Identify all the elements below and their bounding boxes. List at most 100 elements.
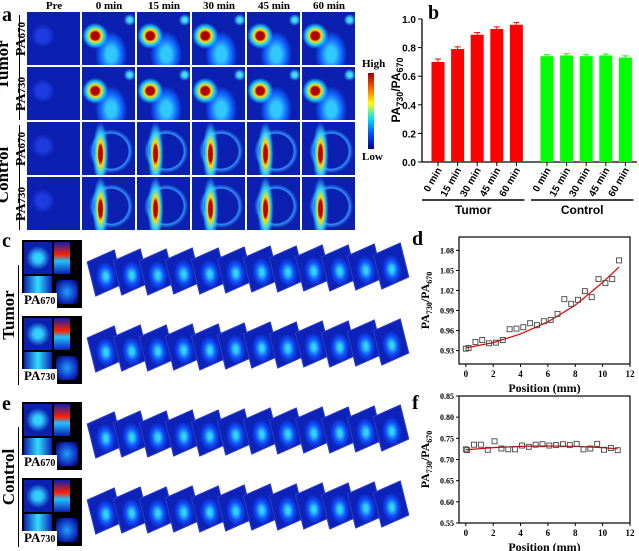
x-tick-label: 12 [626,369,636,379]
pa-image [302,12,355,65]
channel-label: PA730 [22,530,58,547]
panel-label-e: e [2,393,11,415]
x-axis-label: Position (mm) [508,381,580,395]
orthogonal-view [24,480,52,512]
data-point [546,442,553,449]
data-point [520,324,527,331]
y-tick-label: 0.0 [402,158,416,169]
data-point [540,318,547,325]
plot-frame [458,236,631,365]
pa-image [137,177,190,230]
y-tick-label: 0.2 [402,129,416,140]
data-point [616,257,623,264]
orthogonal-view [24,242,52,274]
data-point [532,441,539,448]
volume-view [56,518,78,542]
pa-image [302,177,355,230]
colorbar [368,73,374,149]
data-point [560,441,566,448]
pa-image [302,122,355,175]
colorbar-high-label: High [362,58,386,70]
data-point [462,446,469,453]
data-point [561,296,568,303]
y-tick-label: 0.6 [402,72,416,83]
column-title: 60 min [312,0,346,12]
pa-image [82,12,135,65]
pa-image [137,122,190,175]
group-label: Control [561,203,604,217]
data-point [588,294,595,301]
data-point [465,345,472,351]
data-point [525,443,532,450]
bar [540,56,554,162]
pa-image [192,177,245,230]
orthogonal-view [54,480,70,512]
data-point [573,440,580,447]
panel-label-d: d [412,228,424,250]
data-point [566,442,573,449]
data-point [547,316,554,323]
colorbar-low-label: Low [362,151,383,163]
data-point [595,276,602,283]
y-tick-label: 0.55 [440,519,454,528]
data-point [581,288,588,295]
volume-view [56,356,78,380]
bar [431,61,445,162]
group-divider [18,427,19,547]
data-point [505,446,512,453]
y-tick-label: 1.08 [440,246,454,255]
x-tick-label: 6 [546,369,551,379]
panel-label-c: c [2,230,11,252]
data-point [534,322,540,329]
y-axis-label: PA730/PA670 [418,272,434,330]
plot-frame [458,395,631,524]
y-tick-label: 1.02 [440,286,454,295]
pa-image [247,12,300,65]
y-tick-label: 0.96 [440,327,454,336]
volume-view [56,442,78,466]
x-tick-label: 12 [626,528,636,538]
pa-image [82,177,135,230]
orthogonal-view [24,318,52,350]
y-tick-label: 0.4 [402,101,416,112]
pa-image [137,12,190,65]
data-point [554,310,561,317]
y-tick-label: 0.65 [440,477,454,486]
pa-image [192,67,245,120]
data-point [499,336,506,343]
bar [490,29,504,163]
x-tick-label: 8 [573,528,578,538]
data-point [609,276,616,283]
data-point [464,447,471,454]
bar [579,56,593,162]
x-tick-label: 0 [464,369,469,379]
data-point [602,280,609,287]
pa-image [247,122,300,175]
column-title: Pre [45,0,63,12]
data-point [512,446,519,453]
data-point [472,338,479,345]
x-tick-label: 8 [573,369,578,379]
bar [470,34,484,163]
column-title: 45 min [257,0,291,12]
x-tick-label: 4 [518,369,523,379]
group-label: Tumor [455,203,492,217]
volume-view [56,280,78,304]
bar [451,49,465,162]
y-tick-label: 0.70 [440,456,454,465]
pa-image [192,12,245,65]
column-title: 15 min [147,0,181,12]
x-tick-label: 10 [598,369,608,379]
y-tick-label: 1.0 [402,15,416,26]
data-point [580,446,587,453]
pa-image [247,177,300,230]
pa-image [302,67,355,120]
data-point [479,336,486,343]
x-tick-label: 6 [546,528,551,538]
group-divider [19,15,20,120]
y-tick-label: 0.75 [440,434,454,443]
pa-image [27,177,80,230]
data-point [594,440,601,447]
